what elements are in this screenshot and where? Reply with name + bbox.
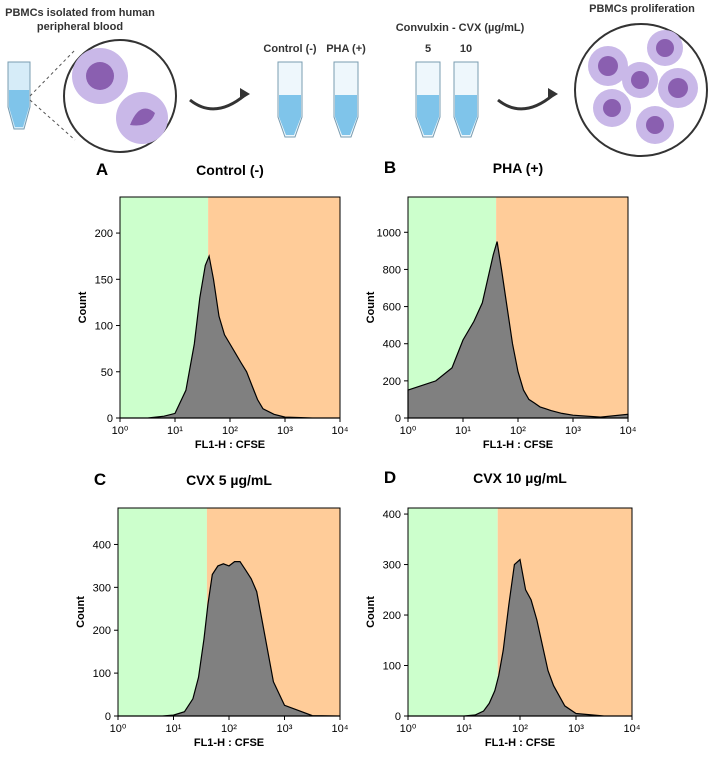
gate-region (408, 508, 498, 716)
y-axis-label: Count (365, 291, 377, 323)
y-tick-label: 600 (383, 302, 401, 314)
x-tick-label: 10⁴ (624, 723, 641, 735)
y-axis-label: Count (365, 596, 377, 628)
histogram-area (407, 241, 629, 419)
x-tick-label: 10³ (277, 723, 293, 735)
y-axis-label: Count (77, 291, 89, 323)
y-tick-label: 400 (383, 339, 401, 351)
y-tick-label: 200 (383, 376, 401, 388)
histogram-area (408, 558, 632, 717)
y-tick-label: 0 (395, 711, 401, 723)
nucleus (603, 99, 621, 117)
nucleus (631, 71, 649, 89)
x-tick-label: 10¹ (166, 723, 182, 735)
chart-title: CVX 5 µg/mL (186, 472, 272, 488)
chart-title: Control (-) (196, 162, 264, 178)
x-axis-label: FL1-H : CFSE (483, 439, 553, 451)
result-label: PBMCs proliferation (589, 3, 695, 15)
x-tick-label: 10¹ (456, 723, 472, 735)
histogram-area (118, 561, 341, 717)
y-tick-label: 1000 (377, 227, 401, 239)
tube-label: Control (-) (263, 43, 316, 55)
panel-label: A (96, 160, 108, 179)
treatment-header: Convulxin - CVX (µg/mL) (396, 22, 525, 34)
tube-label: 5 (425, 43, 431, 55)
x-tick-label: 10¹ (455, 425, 471, 437)
x-tick-label: 10² (221, 723, 237, 735)
nucleus (598, 56, 618, 76)
y-tick-label: 100 (383, 661, 401, 673)
arrow (189, 93, 246, 111)
arrow-head (240, 88, 250, 100)
histogram-panel: B PHA (+) 0 200 400 600 800 1000 10⁰ 10¹ 10² 10³ 10⁴… (365, 158, 637, 451)
source-label: PBMCs isolated from human (5, 7, 155, 19)
x-tick-label: 10⁰ (400, 723, 417, 735)
y-tick-label: 0 (395, 413, 401, 425)
histogram-panel: D CVX 10 µg/mL 0 100 200 300 400 10⁰ 10¹ 10² 10³ 10… (365, 468, 641, 749)
nucleus (646, 116, 664, 134)
tube-liquid (279, 95, 301, 135)
y-tick-label: 300 (383, 560, 401, 572)
x-tick-label: 10⁰ (112, 425, 129, 437)
x-tick-label: 10¹ (167, 425, 183, 437)
y-tick-label: 200 (93, 625, 111, 637)
nucleus (130, 108, 155, 126)
x-tick-label: 10³ (565, 425, 581, 437)
x-axis-label: FL1-H : CFSE (194, 737, 264, 749)
x-tick-label: 10³ (277, 425, 293, 437)
chart-title: CVX 10 µg/mL (473, 470, 567, 486)
nucleus (656, 39, 674, 57)
x-tick-label: 10⁰ (400, 425, 417, 437)
panel-label: C (94, 470, 106, 489)
x-tick-label: 10² (510, 425, 526, 437)
schematic: PBMCs isolated from human peripheral blo… (5, 3, 708, 157)
y-tick-label: 0 (107, 413, 113, 425)
gate-region (118, 508, 207, 716)
chart-title: PHA (+) (493, 160, 543, 176)
x-tick-label: 10⁴ (620, 425, 637, 437)
y-tick-label: 50 (101, 367, 113, 379)
nucleus (86, 62, 114, 90)
x-tick-label: 10² (222, 425, 238, 437)
panel-label: B (384, 158, 396, 177)
tube-liquid (335, 95, 357, 135)
y-tick-label: 400 (383, 509, 401, 521)
y-tick-label: 200 (95, 228, 113, 240)
nucleus (668, 78, 688, 98)
y-tick-label: 0 (105, 711, 111, 723)
y-tick-label: 100 (95, 321, 113, 333)
zoom-line (29, 49, 76, 97)
x-tick-label: 10⁴ (332, 425, 349, 437)
y-tick-label: 200 (383, 610, 401, 622)
histogram-panel: A Control (-) 0 50 100 150 200 10⁰ 10¹ 10² 10³ 10⁴ F… (77, 160, 349, 451)
tube-liquid (417, 95, 439, 135)
arrow (497, 93, 554, 111)
histogram-panel: C CVX 5 µg/mL 0 100 200 300 400 10⁰ 10¹ 10² 10³ 10⁴… (75, 470, 349, 749)
arrow-head (548, 88, 558, 100)
x-tick-label: 10⁰ (110, 723, 127, 735)
y-tick-label: 800 (383, 264, 401, 276)
panel-label: D (384, 468, 396, 487)
tube-liquid (455, 95, 477, 135)
y-tick-label: 150 (95, 274, 113, 286)
x-axis-label: FL1-H : CFSE (195, 439, 265, 451)
y-axis-label: Count (75, 596, 87, 628)
zoom-line (29, 99, 76, 141)
tube-label: PHA (+) (326, 43, 366, 55)
source-label: peripheral blood (37, 21, 123, 33)
y-tick-label: 100 (93, 668, 111, 680)
histogram-area (120, 254, 340, 419)
y-tick-label: 300 (93, 582, 111, 594)
tube-label: 10 (460, 43, 472, 55)
x-tick-label: 10⁴ (332, 723, 349, 735)
x-axis-label: FL1-H : CFSE (485, 737, 555, 749)
x-tick-label: 10² (512, 723, 528, 735)
tube-liquid (9, 90, 29, 127)
y-tick-label: 400 (93, 539, 111, 551)
x-tick-label: 10³ (568, 723, 584, 735)
